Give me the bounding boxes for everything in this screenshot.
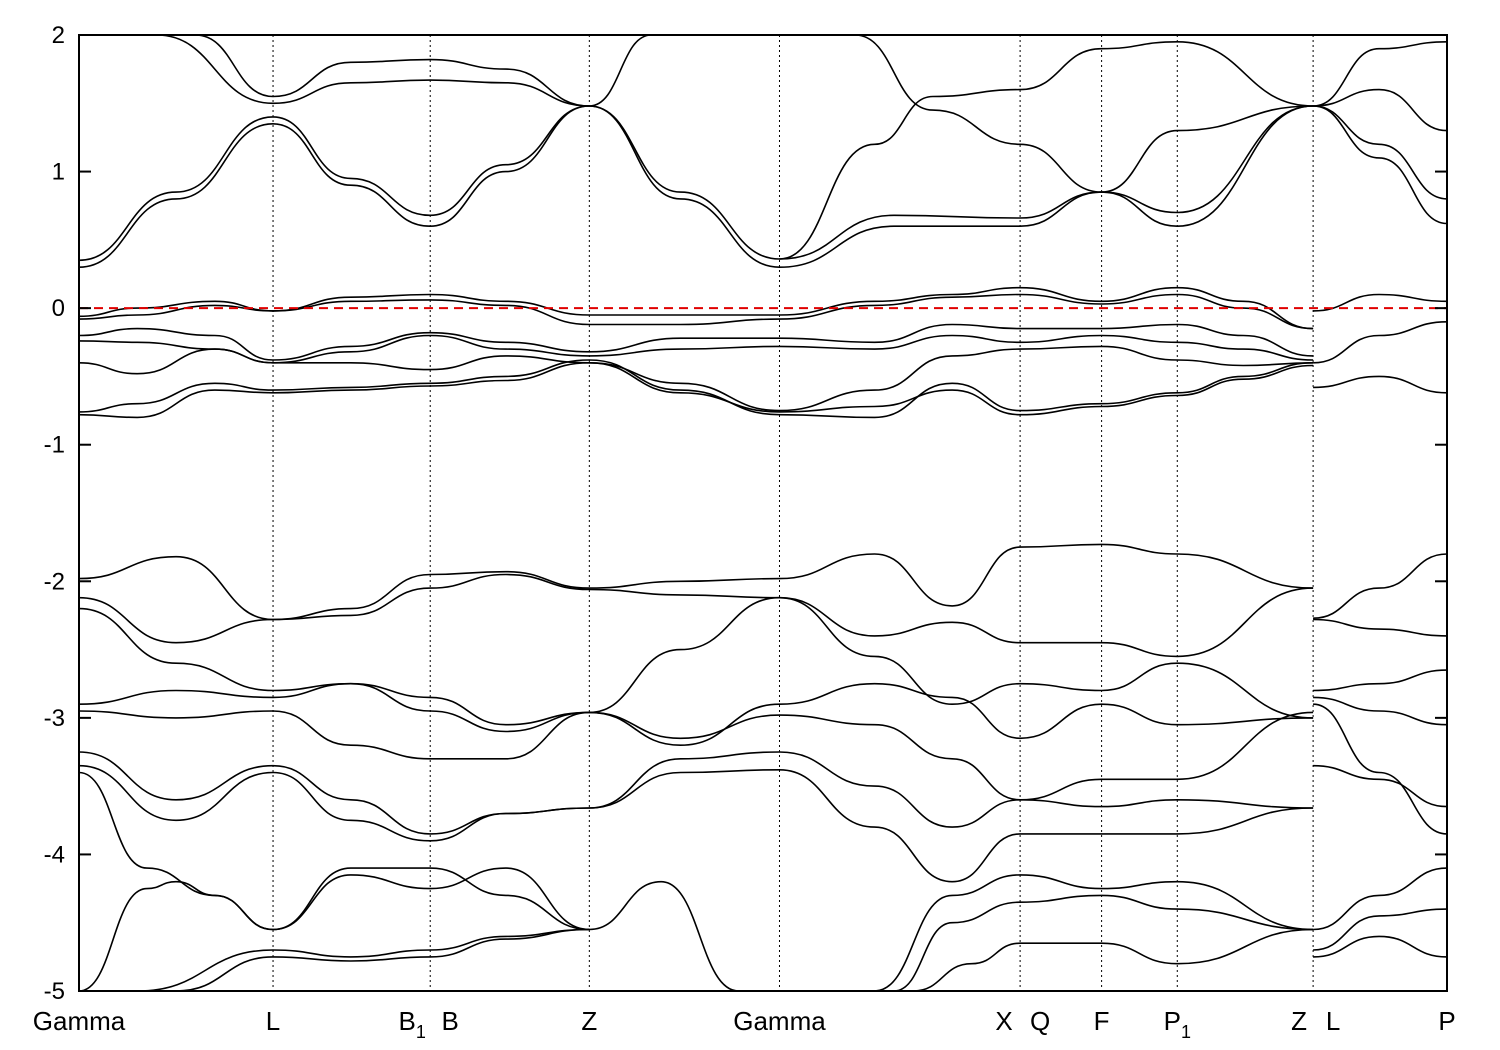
band-line <box>156 35 590 107</box>
band-line <box>1313 867 1447 931</box>
y-tick-label: 2 <box>52 22 65 49</box>
band-line <box>913 928 1314 991</box>
plot-frame <box>78 34 1448 992</box>
high-symmetry-lines <box>272 35 1314 991</box>
band-line <box>79 361 1314 419</box>
band-line <box>1313 375 1447 394</box>
band-line <box>1313 908 1447 951</box>
band-line <box>79 880 274 991</box>
band-line <box>79 105 1314 262</box>
band-line <box>79 323 1314 361</box>
band-line <box>79 359 1314 419</box>
band-line <box>175 928 590 991</box>
band-line <box>79 105 1314 269</box>
band-line <box>79 771 739 991</box>
band-line <box>1313 669 1447 692</box>
x-tick-label: F <box>1094 1006 1110 1036</box>
y-axis-ticks: -5 -4 -3 -2 -1 0 1 2 <box>44 22 1447 1005</box>
band-line <box>79 596 1314 726</box>
x-tick-label: Gamma <box>733 1006 826 1036</box>
band-line <box>79 710 1314 801</box>
band-line <box>79 764 1314 883</box>
x-tick-label: L <box>266 1006 280 1036</box>
band-line <box>874 874 1314 991</box>
x-tick-label: X <box>995 1006 1012 1036</box>
band-line <box>79 682 1314 747</box>
band-line <box>893 894 1314 991</box>
band-series <box>79 35 1447 991</box>
y-tick-label: -2 <box>44 568 65 595</box>
x-tick-label: L <box>1326 1006 1340 1036</box>
band-line <box>79 573 1314 658</box>
band-line <box>1313 935 1447 958</box>
band-line <box>1313 553 1447 619</box>
x-tick-label: P1 <box>1164 1006 1191 1042</box>
band-line <box>1313 88 1447 132</box>
band-line <box>195 35 590 107</box>
y-tick-label: -1 <box>44 432 65 459</box>
band-line <box>79 751 1314 835</box>
band-line <box>1313 41 1447 107</box>
band-line <box>855 35 1314 193</box>
band-line <box>79 345 1314 412</box>
x-tick-label: Z <box>1291 1006 1307 1036</box>
band-line <box>1313 105 1447 225</box>
band-line <box>1313 618 1447 637</box>
y-tick-label: -3 <box>44 705 65 732</box>
band-line <box>79 543 1314 621</box>
y-tick-label: -4 <box>44 841 65 868</box>
band-line <box>272 867 590 931</box>
x-tick-label: B1 <box>399 1006 426 1042</box>
x-tick-label: Gamma <box>33 1006 126 1036</box>
x-tick-label: B <box>442 1006 459 1036</box>
band-line <box>779 40 1314 260</box>
band-line <box>1313 696 1447 726</box>
band-line <box>1313 293 1447 312</box>
band-line <box>1313 764 1447 808</box>
band-line <box>589 35 652 107</box>
y-tick-label: 0 <box>52 295 65 322</box>
x-axis-labels: Gamma L B1 B Z Gamma X Q F P1 Z L P <box>33 1006 1456 1042</box>
x-tick-label: Q <box>1030 1006 1050 1036</box>
y-tick-label: -5 <box>44 978 65 1005</box>
y-tick-label: 1 <box>52 159 65 186</box>
band-line <box>79 293 1314 330</box>
band-line <box>137 928 590 991</box>
band-line <box>1313 703 1447 835</box>
band-line <box>1313 321 1447 364</box>
band-line <box>1313 105 1447 200</box>
x-tick-label: P <box>1438 1006 1455 1036</box>
x-tick-label: Z <box>581 1006 597 1036</box>
